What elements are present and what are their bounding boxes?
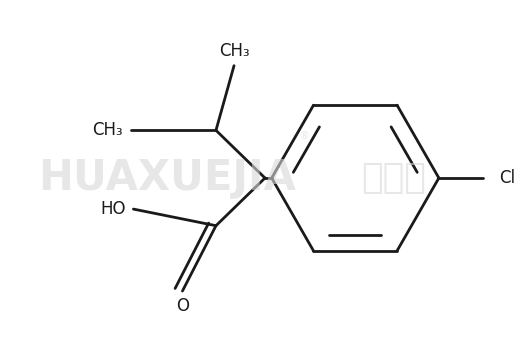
Text: 化学加: 化学加 bbox=[361, 161, 426, 195]
Text: Cl: Cl bbox=[499, 169, 515, 187]
Text: ®: ® bbox=[298, 131, 309, 141]
Text: HUAXUEJIA: HUAXUEJIA bbox=[38, 157, 296, 199]
Text: CH₃: CH₃ bbox=[219, 42, 250, 60]
Text: O: O bbox=[176, 297, 189, 315]
Text: CH₃: CH₃ bbox=[92, 121, 123, 139]
Text: HO: HO bbox=[100, 200, 125, 218]
